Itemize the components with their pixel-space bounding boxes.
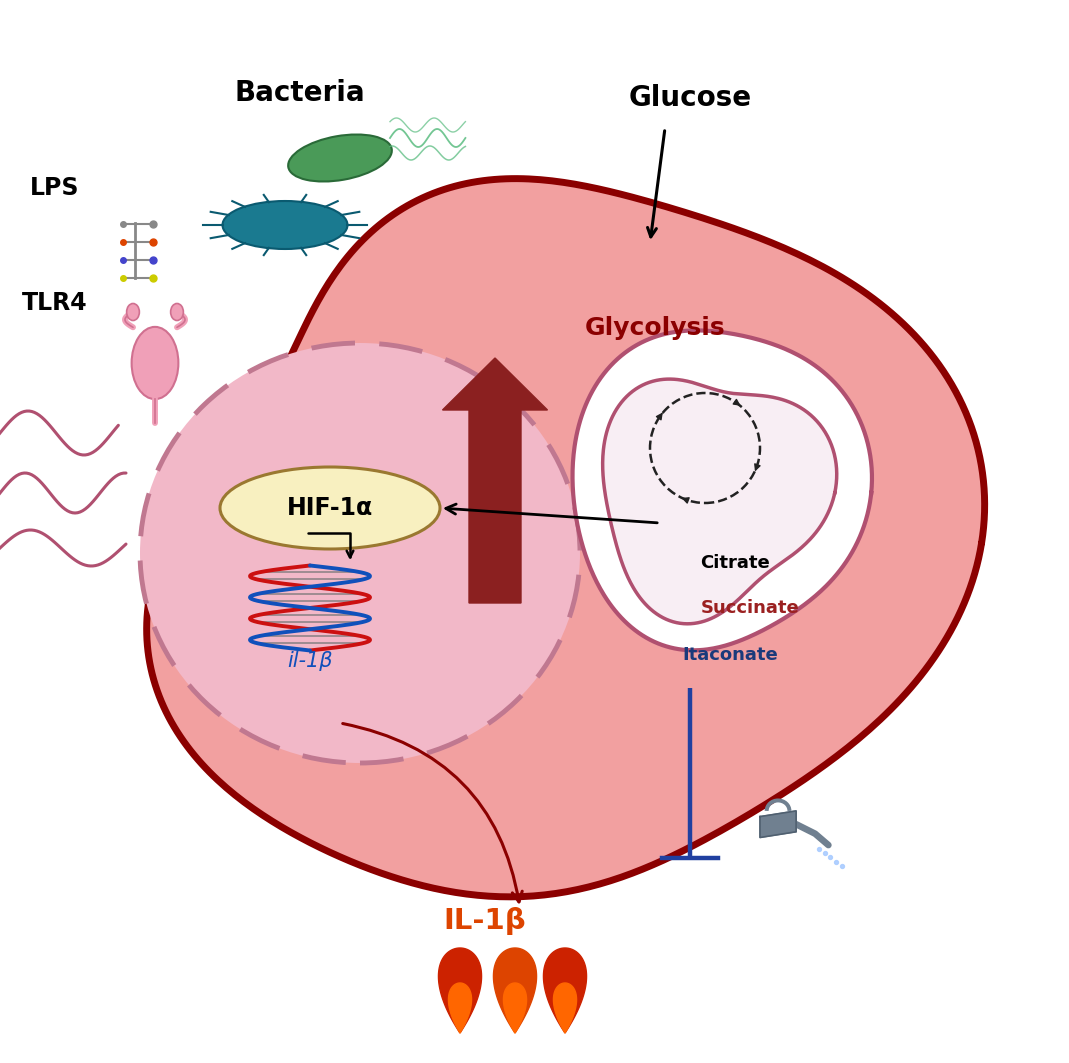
- Text: Glucose: Glucose: [629, 84, 752, 112]
- Text: HIF-1α: HIF-1α: [286, 496, 373, 520]
- Ellipse shape: [140, 343, 580, 763]
- Polygon shape: [503, 983, 527, 1033]
- Text: il-1β: il-1β: [288, 651, 332, 671]
- Ellipse shape: [289, 135, 392, 182]
- Text: IL-1β: IL-1β: [444, 907, 526, 935]
- Polygon shape: [543, 948, 587, 1033]
- Polygon shape: [449, 983, 471, 1033]
- Polygon shape: [573, 331, 872, 651]
- Text: Citrate: Citrate: [700, 554, 770, 572]
- Text: Bacteria: Bacteria: [235, 79, 366, 107]
- Text: TLR4: TLR4: [22, 291, 88, 315]
- Ellipse shape: [220, 467, 440, 549]
- Ellipse shape: [126, 304, 139, 321]
- Polygon shape: [146, 179, 985, 897]
- Text: Glycolysis: Glycolysis: [585, 316, 726, 340]
- Text: LPS: LPS: [30, 176, 80, 200]
- Text: Succinate: Succinate: [700, 598, 800, 617]
- Ellipse shape: [131, 327, 179, 399]
- Polygon shape: [438, 948, 481, 1033]
- FancyArrow shape: [443, 358, 547, 603]
- Text: Itaconate: Itaconate: [682, 646, 778, 664]
- Ellipse shape: [222, 201, 347, 249]
- Polygon shape: [554, 983, 576, 1033]
- Polygon shape: [760, 811, 796, 838]
- Polygon shape: [494, 948, 537, 1033]
- Ellipse shape: [171, 304, 184, 321]
- Polygon shape: [603, 379, 837, 624]
